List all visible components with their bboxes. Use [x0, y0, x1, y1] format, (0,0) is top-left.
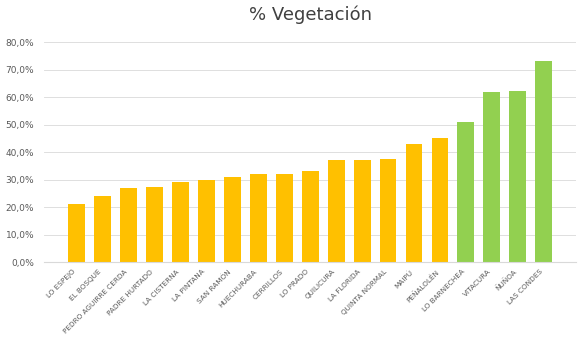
Bar	[250, 174, 267, 262]
Bar	[276, 174, 293, 262]
Bar	[535, 62, 552, 262]
Bar	[379, 159, 396, 262]
Bar	[301, 171, 318, 262]
Bar	[406, 144, 423, 262]
Bar	[509, 91, 526, 262]
Bar	[354, 160, 371, 262]
Bar	[457, 122, 474, 262]
Bar	[146, 187, 163, 262]
Bar	[172, 182, 189, 262]
Title: % Vegetación: % Vegetación	[249, 5, 372, 24]
Bar	[484, 92, 501, 262]
Bar	[94, 196, 111, 262]
Bar	[198, 180, 215, 262]
Bar	[224, 177, 241, 262]
Bar	[68, 204, 85, 262]
Bar	[120, 188, 137, 262]
Bar	[431, 138, 448, 262]
Bar	[328, 160, 345, 262]
